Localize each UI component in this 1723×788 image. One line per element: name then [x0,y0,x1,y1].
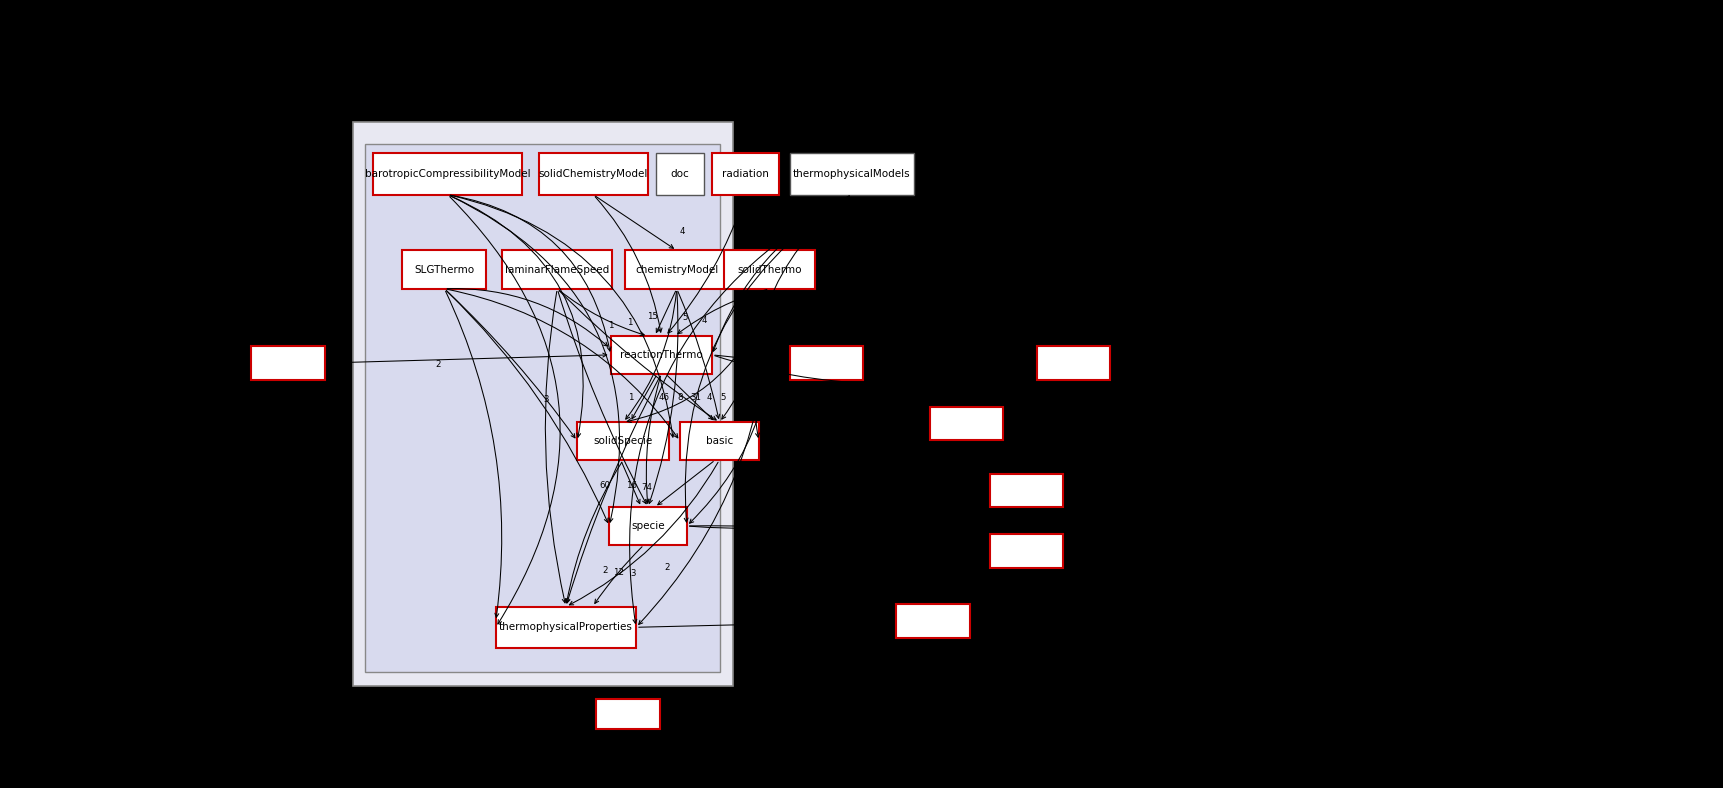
Text: doc: doc [670,169,689,179]
Text: 2: 2 [663,563,670,572]
Bar [789,154,913,195]
Bar [789,347,863,380]
Text: 3: 3 [544,396,550,404]
Bar [724,251,815,288]
Text: 1: 1 [748,347,753,355]
Text: chemistryModel: chemistryModel [636,265,718,274]
Text: 31: 31 [691,393,701,403]
Text: 12: 12 [613,567,624,577]
Bar [365,144,720,672]
Text: thermophysicalProperties: thermophysicalProperties [500,623,632,632]
Bar [503,251,612,288]
Bar [610,507,687,545]
Bar [403,251,486,288]
Bar [989,534,1063,568]
Text: solidChemistryModel: solidChemistryModel [539,169,648,179]
Text: 3: 3 [631,569,636,578]
Text: radiation: radiation [722,169,768,179]
Text: solidSpecie: solidSpecie [594,436,653,446]
Bar [353,122,734,686]
Bar [610,336,712,374]
Text: src: src [534,106,551,119]
Text: thermophysicalModels: thermophysicalModels [793,169,910,179]
Bar [596,700,660,729]
Text: 16: 16 [627,481,638,490]
Text: laminarFlameSpeed: laminarFlameSpeed [505,265,610,274]
Bar [496,607,636,648]
Bar [1037,347,1110,380]
Bar [577,422,669,460]
Bar [989,474,1063,507]
Bar [539,154,648,195]
Bar [372,154,522,195]
Text: 1: 1 [608,321,613,329]
Bar [681,422,758,460]
Text: 46: 46 [658,393,670,403]
Bar [930,407,1003,440]
Text: 4: 4 [706,393,712,403]
Text: 1: 1 [627,393,634,403]
Text: 15: 15 [646,311,658,321]
Bar [625,251,729,288]
Text: 1: 1 [627,318,632,326]
Text: 60: 60 [600,481,610,490]
Text: 2: 2 [338,349,343,359]
Text: specie: specie [631,521,665,531]
Text: reactionThermo: reactionThermo [620,350,703,360]
Bar [252,347,326,380]
Text: 5: 5 [720,393,725,403]
Text: 2: 2 [603,567,608,575]
Bar [896,604,970,637]
Bar [712,154,779,195]
Text: 1: 1 [836,227,841,236]
Text: 4: 4 [701,316,706,325]
Text: basic: basic [706,436,732,446]
Text: SLGThermo: SLGThermo [414,265,474,274]
Text: 2: 2 [436,360,441,369]
Text: 4: 4 [681,227,686,236]
Text: barotropicCompressibilityModel: barotropicCompressibilityModel [365,169,531,179]
Text: 74: 74 [641,483,653,492]
Text: 5: 5 [682,314,687,322]
Text: solidThermo: solidThermo [737,265,801,274]
Text: 8: 8 [677,393,682,403]
Bar [656,154,705,195]
